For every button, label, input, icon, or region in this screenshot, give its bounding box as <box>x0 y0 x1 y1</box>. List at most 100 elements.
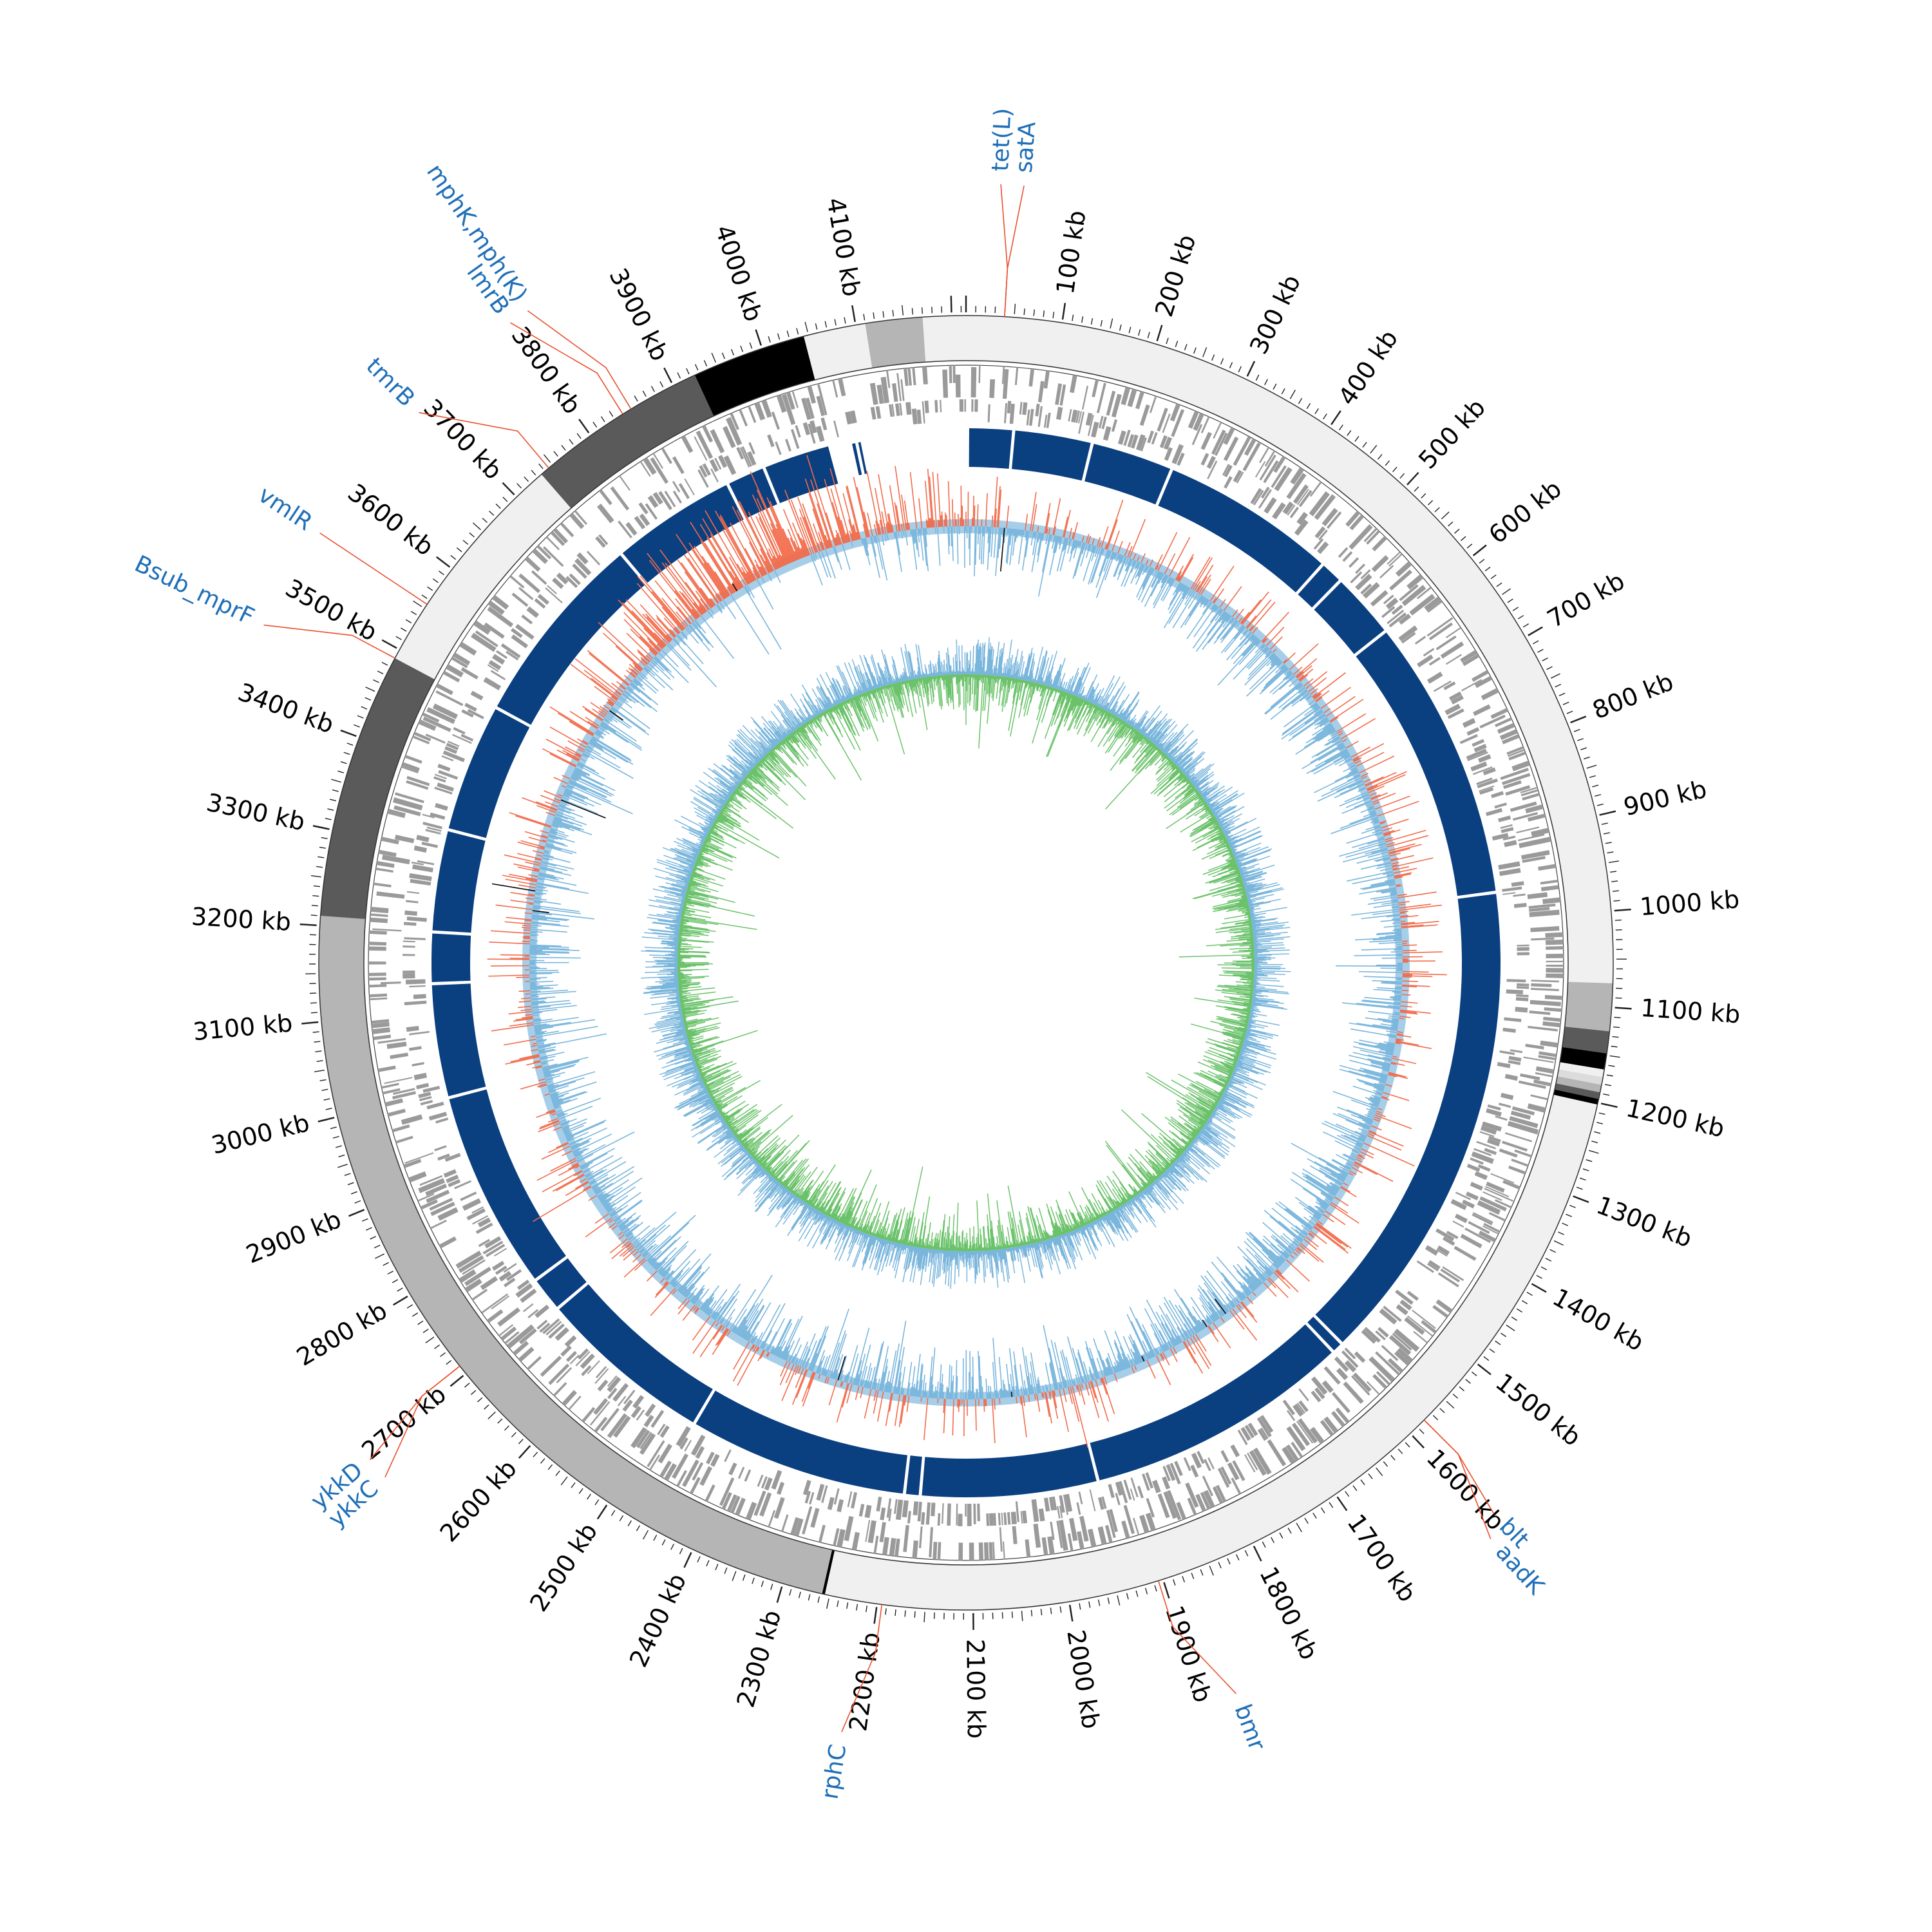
outer-segment <box>922 316 966 363</box>
gc-bar <box>1072 532 1075 540</box>
gene-feature <box>1115 1481 1123 1496</box>
gene-feature <box>386 1041 407 1049</box>
gene-feature <box>1499 1050 1515 1056</box>
skew-bar-neg <box>983 674 985 683</box>
gene-feature <box>381 855 410 865</box>
gc-bar <box>1197 594 1200 599</box>
gene-feature <box>1473 743 1487 753</box>
gc-bar <box>1090 545 1094 553</box>
gene-feature <box>498 1271 512 1282</box>
gc-bar <box>1009 528 1015 565</box>
gene-feature <box>425 734 446 744</box>
gene-feature <box>658 1443 672 1464</box>
gc-bar <box>1050 535 1053 540</box>
gc-bar <box>668 643 690 667</box>
gene-feature <box>495 1265 507 1275</box>
gc-bar <box>1025 531 1030 558</box>
gene-feature <box>1043 1497 1050 1512</box>
gene-feature <box>661 447 672 464</box>
gene-feature <box>1423 648 1435 657</box>
gene-feature <box>535 1304 550 1318</box>
gc-bar <box>1130 560 1137 573</box>
tick-mark <box>1119 324 1122 331</box>
gc-bar <box>1205 600 1210 607</box>
gene-feature <box>1314 1387 1325 1399</box>
gc-bar <box>1127 545 1133 558</box>
gene-feature <box>821 1485 828 1503</box>
gc-bar <box>1240 611 1250 624</box>
gc-bar <box>956 1376 958 1399</box>
gene-feature <box>1309 491 1331 516</box>
gene-feature <box>1381 1345 1399 1361</box>
tick-mark <box>786 330 790 337</box>
gene-feature <box>1502 773 1531 786</box>
gene-feature <box>1546 960 1564 963</box>
gene-feature <box>1502 780 1522 790</box>
gene-feature <box>1274 467 1293 491</box>
gene-feature <box>402 945 415 948</box>
gc-bar <box>1155 565 1159 571</box>
skew-bar-neg <box>1105 748 1160 810</box>
tick-mark <box>1531 1283 1547 1293</box>
tick-mark <box>361 706 368 710</box>
gene-feature <box>958 1513 963 1526</box>
gc-bar <box>1367 899 1399 905</box>
tick-mark <box>310 914 317 916</box>
gene-feature <box>369 993 388 998</box>
gene-feature <box>1394 1350 1410 1366</box>
gene-feature <box>1177 452 1185 466</box>
gene-feature <box>1465 1191 1479 1200</box>
gene-feature <box>1470 761 1488 772</box>
tick-mark <box>1589 775 1596 779</box>
tick-mark <box>504 1425 509 1431</box>
gc-bar <box>1226 631 1251 661</box>
gene-feature <box>1546 973 1564 978</box>
gene-feature <box>619 475 630 491</box>
gene-feature <box>1476 777 1493 785</box>
gc-bar <box>1344 791 1368 802</box>
gc-bar <box>1134 561 1139 570</box>
gene-feature <box>395 792 424 804</box>
gc-bar <box>1400 920 1406 922</box>
gc-bar <box>1293 667 1303 675</box>
gc-bar <box>1345 741 1359 749</box>
gene-feature <box>1531 828 1549 837</box>
tick-mark <box>770 1584 773 1591</box>
gene-feature <box>416 1083 430 1090</box>
gene-feature <box>1506 989 1523 995</box>
gc-bar <box>1399 1018 1405 1019</box>
gc-bar <box>1398 901 1410 904</box>
gene-feature <box>1121 1520 1130 1539</box>
tick-mark <box>502 482 515 496</box>
gene-feature <box>422 813 435 819</box>
gc-bar <box>1137 563 1144 576</box>
gc-bar <box>1372 801 1380 805</box>
gc-bar <box>1385 837 1394 840</box>
gene-feature <box>1130 1488 1135 1501</box>
tick-mark <box>1536 1274 1542 1279</box>
gc-bar <box>1375 1114 1412 1130</box>
gc-bar <box>1113 554 1124 577</box>
gc-bar <box>1261 611 1289 642</box>
gene-feature <box>1472 670 1489 682</box>
gene-feature <box>418 1092 431 1099</box>
gene-feature <box>781 393 796 425</box>
tick-mark <box>1558 692 1566 697</box>
gc-bar <box>1339 782 1365 795</box>
gc-bar <box>1025 513 1028 531</box>
gene-feature <box>1471 1151 1494 1164</box>
gc-bar <box>1209 565 1235 601</box>
gc-bar <box>1202 601 1212 615</box>
gene-feature <box>1517 944 1530 947</box>
gene-feature <box>430 1219 447 1229</box>
gene-feature <box>1130 434 1139 449</box>
gc-bar <box>1379 935 1402 938</box>
gc-bar <box>1379 822 1385 825</box>
gene-feature <box>967 1503 972 1526</box>
gc-bar <box>1304 705 1319 716</box>
gene-feature <box>1255 460 1266 478</box>
gc-bar <box>1315 1224 1342 1244</box>
gene-feature <box>478 1238 491 1247</box>
gc-bar <box>983 1399 985 1412</box>
gene-feature <box>1163 1491 1177 1519</box>
